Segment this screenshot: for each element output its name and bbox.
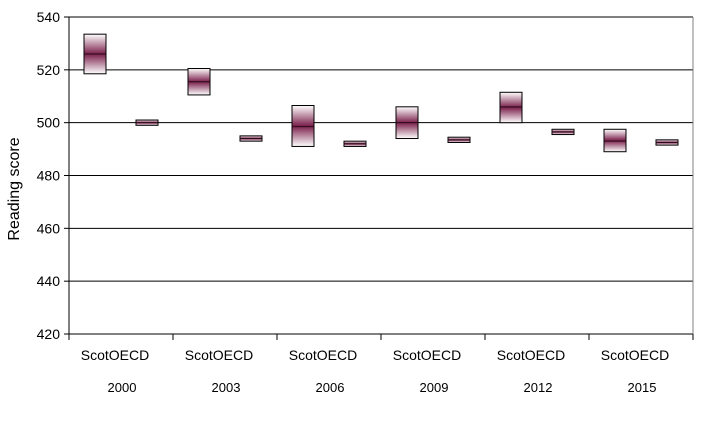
y-tick-label: 520 — [37, 62, 61, 78]
range-box-scot-2006 — [291, 104, 315, 147]
y-tick-label: 480 — [37, 168, 61, 184]
x-year-label: 2012 — [524, 380, 553, 395]
y-tick-label: 540 — [37, 9, 61, 25]
gridlines — [64, 16, 694, 340]
range-boxes — [83, 33, 679, 153]
x-year-label: 2009 — [420, 380, 449, 395]
range-box-scot-2015 — [603, 128, 627, 153]
y-axis-label: Reading score — [6, 137, 23, 240]
y-tick-labels: 420 440 460 480 500 520 540 — [37, 9, 61, 342]
x-series-labels: ScotOECD — [185, 347, 253, 363]
x-series-labels: ScotOECD — [81, 347, 149, 363]
x-series-labels: ScotOECD — [497, 347, 565, 363]
y-tick-label: 460 — [37, 220, 61, 236]
x-series-labels: ScotOECD — [601, 347, 669, 363]
x-year-label: 2015 — [628, 380, 657, 395]
x-series-labels: ScotOECD — [393, 347, 461, 363]
x-tick-labels: ScotOECD 2000 ScotOECD 2003 ScotOECD 2006 Scot… — [81, 347, 669, 395]
range-box-scot-2012 — [499, 91, 523, 124]
x-year-label: 2000 — [108, 380, 137, 395]
y-tick-label: 440 — [37, 273, 61, 289]
y-tick-label: 420 — [37, 326, 61, 342]
x-series-labels: ScotOECD — [289, 347, 357, 363]
y-tick-label: 500 — [37, 115, 61, 131]
x-year-label: 2006 — [316, 380, 345, 395]
x-year-label: 2003 — [212, 380, 241, 395]
